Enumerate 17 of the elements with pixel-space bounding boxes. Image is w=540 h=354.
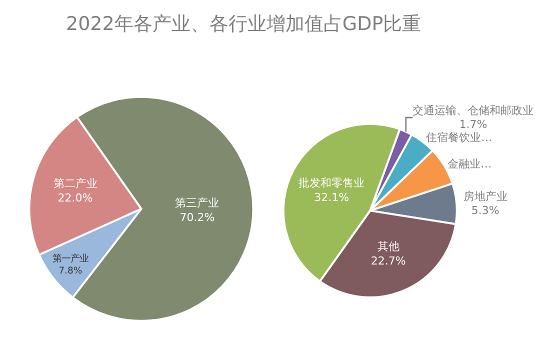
slice-label: 第三产业 <box>175 196 220 210</box>
slice-label: 交通运输、仓储和邮政业 <box>412 104 534 117</box>
slice-label: 房地产业 <box>463 190 508 203</box>
data-label: 32.1% <box>314 191 350 204</box>
data-label: 7.8% <box>58 266 82 277</box>
slice-label: 住宿餐饮业… <box>426 131 492 144</box>
slice-label: 金融业… <box>448 158 492 171</box>
slice-label: 第二产业 <box>53 177 98 190</box>
data-label: 22.0% <box>58 191 93 204</box>
data-label: 5.3% <box>471 204 500 218</box>
chart-title: 2022年各产业、各行业增加值占GDP比重 <box>66 13 422 35</box>
slice-label: 第一产业 <box>52 254 88 265</box>
data-label: 70.2% <box>180 210 215 224</box>
data-label: 22.7% <box>370 254 406 268</box>
slice-label: 批发和零售业 <box>298 176 365 190</box>
data-label: 1.7% <box>459 118 488 132</box>
slice-label: 其他 <box>377 240 400 254</box>
